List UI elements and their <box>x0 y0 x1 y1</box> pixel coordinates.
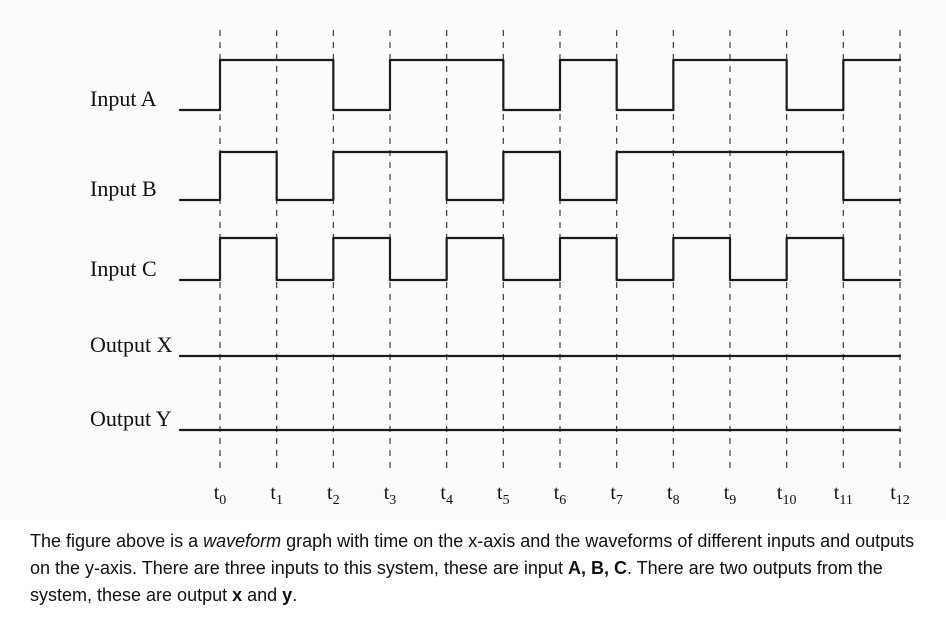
tick-label-4: t4 <box>440 482 453 509</box>
tick-label-9: t9 <box>724 482 737 509</box>
waveform-input-c <box>180 238 900 280</box>
label-input-b: Input B <box>90 176 157 202</box>
tick-label-0: t0 <box>214 482 227 509</box>
tick-label-7: t7 <box>610 482 623 509</box>
tick-label-8: t8 <box>667 482 680 509</box>
caption-bold-y: y <box>282 585 292 605</box>
caption-pre: The figure above is a <box>30 531 203 551</box>
tick-label-5: t5 <box>497 482 510 509</box>
label-output-y: Output Y <box>90 406 172 432</box>
tick-label-11: t11 <box>834 482 853 509</box>
tick-label-2: t2 <box>327 482 340 509</box>
tick-label-10: t10 <box>777 482 797 509</box>
caption-text: The figure above is a waveform graph wit… <box>30 528 916 609</box>
tick-label-1: t1 <box>270 482 283 509</box>
caption-end: . <box>292 585 297 605</box>
waveform-diagram: Input A Input B Input C Output X Output Y t0 t… <box>0 0 946 520</box>
tick-label-3: t3 <box>384 482 397 509</box>
caption-and: and <box>242 585 282 605</box>
waveform-input-a <box>180 60 900 110</box>
caption-em: waveform <box>203 531 281 551</box>
tick-label-12: t12 <box>890 482 910 509</box>
label-input-c: Input C <box>90 256 157 282</box>
waveform-input-b <box>180 152 900 200</box>
tick-label-6: t6 <box>554 482 567 509</box>
caption-bold-x: x <box>232 585 242 605</box>
label-input-a: Input A <box>90 86 157 112</box>
caption-bold-abc: A, B, C <box>568 558 627 578</box>
label-output-x: Output X <box>90 332 173 358</box>
